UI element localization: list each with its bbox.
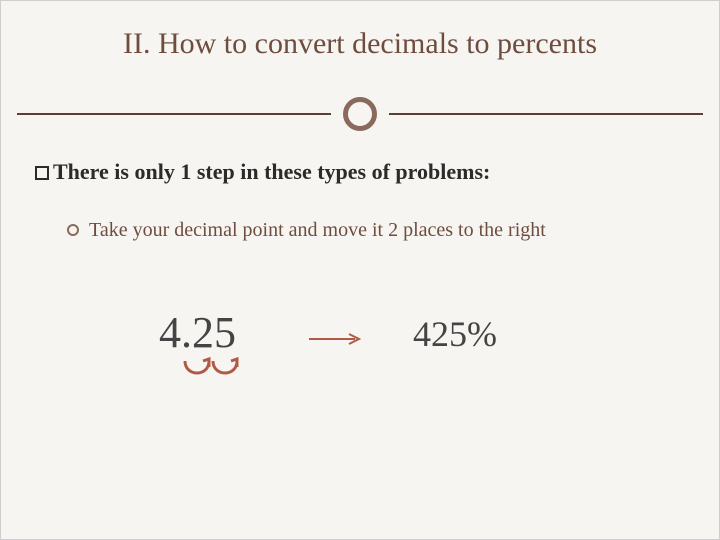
example-row: 4.25 425% [1,307,719,427]
divider-circle-icon [343,97,377,131]
slide-title: II. How to convert decimals to percents [1,1,719,61]
bullet-2-text: Take your decimal point and move it 2 pl… [89,219,546,241]
bullet-1-text: There is only 1 step in these types of p… [53,159,490,184]
decimal-move-loops-icon [179,357,249,387]
bullet-level-2: Take your decimal point and move it 2 pl… [67,219,685,242]
divider-line-right [389,113,703,115]
title-divider [1,97,719,131]
example-percent: 425% [413,313,497,355]
ring-bullet-icon [67,224,79,236]
slide: II. How to convert decimals to percents … [0,0,720,540]
square-bullet-icon [35,166,49,180]
example-decimal: 4.25 [159,307,236,358]
arrow-right-icon [307,333,367,345]
divider-line-left [17,113,331,115]
bullet-level-1: There is only 1 step in these types of p… [35,159,685,185]
